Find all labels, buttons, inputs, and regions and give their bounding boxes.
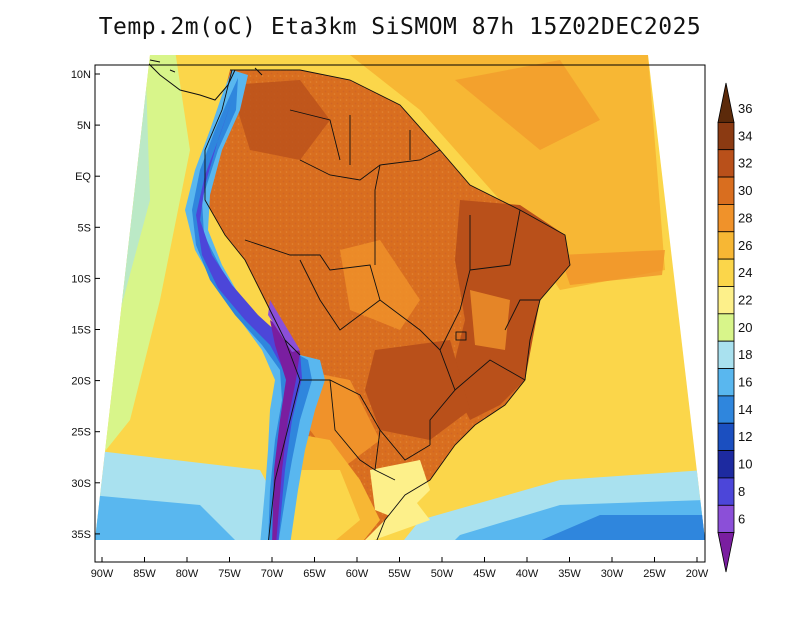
lat-label: 5S xyxy=(78,222,91,234)
colorbar-swatch xyxy=(717,231,735,260)
colorbar-swatch xyxy=(717,504,735,534)
colorbar-label: 32 xyxy=(738,156,752,171)
lon-label: 40W xyxy=(516,568,539,580)
lon-label: 30W xyxy=(601,568,624,580)
colorbar-label: 8 xyxy=(738,484,745,499)
lat-label: 5N xyxy=(77,120,91,132)
colorbar-label: 22 xyxy=(738,292,752,307)
colorbar-label: 20 xyxy=(738,320,752,335)
colorbar-label: 6 xyxy=(738,511,745,526)
longitude-axis: 90W 85W 80W 75W 70W 65W 60W 55W 50W 45W 40W 35W 30W 2… xyxy=(91,557,709,580)
lat-label: 15S xyxy=(71,325,91,337)
colorbar-swatch xyxy=(717,204,735,233)
latitude-axis: 10N 5N EQ 5S 10S 15S 20S 25S 30S 35S xyxy=(71,69,100,541)
lon-label: 65W xyxy=(303,568,326,580)
lon-label: 20W xyxy=(686,568,709,580)
colorbar-swatch xyxy=(717,395,735,424)
lon-label: 90W xyxy=(91,568,114,580)
lon-label: 85W xyxy=(133,568,156,580)
country-borders xyxy=(204,69,571,540)
colorbar-label: 24 xyxy=(738,265,752,280)
lon-label: 45W xyxy=(473,568,496,580)
colorbar-swatch xyxy=(717,286,735,315)
colorbar-label: 18 xyxy=(738,347,752,362)
colorbar-swatch xyxy=(717,149,735,178)
colorbar-swatch xyxy=(717,368,735,397)
lat-label: 10N xyxy=(71,69,91,81)
lon-label: 70W xyxy=(261,568,284,580)
colorbar-swatch xyxy=(717,532,735,573)
lon-label: 50W xyxy=(431,568,454,580)
colorbar-swatch xyxy=(717,313,735,342)
lat-label: 35S xyxy=(71,529,91,541)
color-scale-bar: 36 34 32 30 28 26 24 22 20 18 16 14 12 10 8 6 xyxy=(717,82,752,573)
colorbar-label: 34 xyxy=(738,128,752,143)
lat-label: 10S xyxy=(71,273,91,285)
temperature-field xyxy=(95,55,705,540)
lon-label: 60W xyxy=(346,568,369,580)
colorbar-swatch xyxy=(717,258,735,287)
map-title: Temp.2m(oC) Eta3km SiSMOM 87h 15Z02DEC20… xyxy=(98,14,702,40)
lat-label: 20S xyxy=(71,376,91,388)
lat-label: 25S xyxy=(71,427,91,439)
colorbar-label: 30 xyxy=(738,183,752,198)
colorbar-label: 10 xyxy=(738,457,752,472)
colorbar-swatch xyxy=(717,176,735,205)
lon-label: 80W xyxy=(176,568,199,580)
colorbar-swatch xyxy=(717,82,735,123)
colorbar-label: 36 xyxy=(738,101,752,116)
colorbar-label: 16 xyxy=(738,375,752,390)
lon-label: 55W xyxy=(388,568,411,580)
lat-label: 30S xyxy=(71,478,91,490)
colorbar-swatch xyxy=(717,422,735,451)
lon-label: 75W xyxy=(218,568,241,580)
colorbar-swatch xyxy=(717,477,735,506)
lon-label: 35W xyxy=(558,568,581,580)
colorbar-label: 12 xyxy=(738,429,752,444)
lat-label: EQ xyxy=(75,171,91,183)
colorbar-swatch xyxy=(717,121,735,151)
colorbar-label: 28 xyxy=(738,210,752,225)
colorbar-label: 14 xyxy=(738,402,752,417)
colorbar-label: 26 xyxy=(738,238,752,253)
colorbar-swatch xyxy=(717,450,735,479)
colorbar-swatch xyxy=(717,340,735,369)
lon-label: 25W xyxy=(643,568,666,580)
